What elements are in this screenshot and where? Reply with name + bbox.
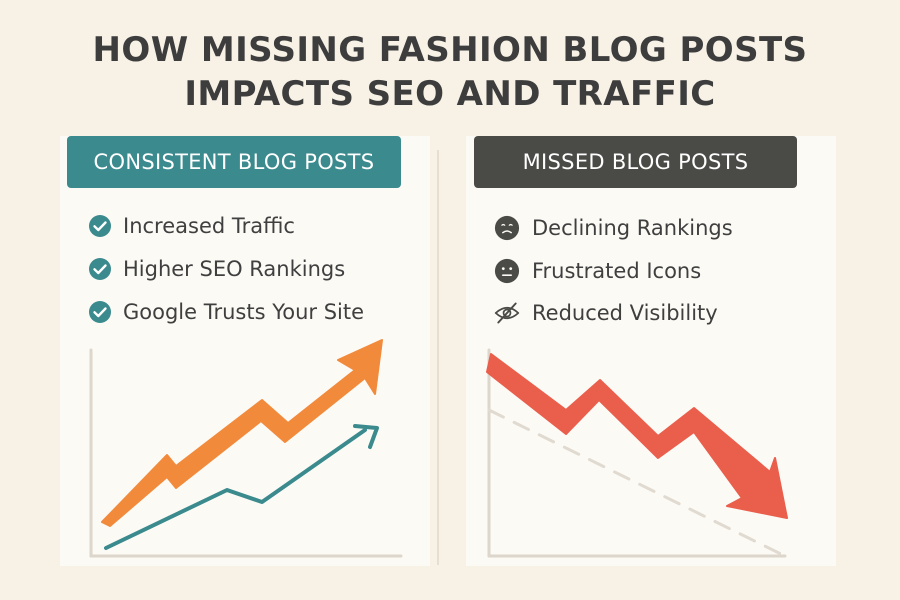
left-list-item-label: Google Trusts Your Site — [123, 300, 365, 324]
check-circle-icon — [87, 213, 113, 239]
center-divider — [437, 150, 439, 565]
left-list-item-label: Higher SEO Rankings — [123, 257, 346, 281]
left-list-item-rankings: Higher SEO Rankings — [87, 254, 345, 284]
check-circle-icon — [87, 256, 113, 282]
eye-slash-icon — [494, 300, 520, 326]
right-list-item-label: Reduced Visibility — [532, 301, 718, 325]
traffic-growth-line — [104, 428, 367, 550]
right-list-item-declining: Declining Rankings — [494, 213, 733, 243]
page-title: HOW MISSING FASHION BLOG POSTS IMPACTS S… — [0, 28, 900, 116]
rankings-decline-arrow — [486, 353, 788, 519]
right-list-item-frustrated: Frustrated Icons — [494, 256, 701, 286]
check-circle-icon — [87, 299, 113, 325]
right-list-item-label: Frustrated Icons — [532, 259, 702, 283]
right-list-item-visibility: Reduced Visibility — [494, 298, 718, 328]
decline-chart — [486, 348, 788, 558]
consistent-posts-header: CONSISTENT BLOG POSTS — [67, 136, 401, 188]
traffic-growth-arrowhead — [353, 424, 379, 449]
sad-face-icon — [494, 215, 520, 241]
chart-axes — [487, 348, 787, 558]
neutral-face-icon — [494, 258, 520, 284]
left-list-item-trust: Google Trusts Your Site — [87, 297, 364, 327]
title-line-1: HOW MISSING FASHION BLOG POSTS — [92, 30, 808, 70]
baseline-trend-dashed-line — [487, 408, 787, 558]
left-list-item-traffic: Increased Traffic — [87, 211, 295, 241]
growth-chart — [89, 339, 403, 558]
missed-posts-header: MISSED BLOG POSTS — [474, 136, 797, 188]
left-list-item-label: Increased Traffic — [123, 214, 295, 238]
right-list-item-label: Declining Rankings — [532, 216, 733, 240]
rankings-growth-arrow — [101, 339, 383, 527]
chart-axes — [89, 348, 403, 558]
title-line-2: IMPACTS SEO AND TRAFFIC — [184, 74, 716, 114]
